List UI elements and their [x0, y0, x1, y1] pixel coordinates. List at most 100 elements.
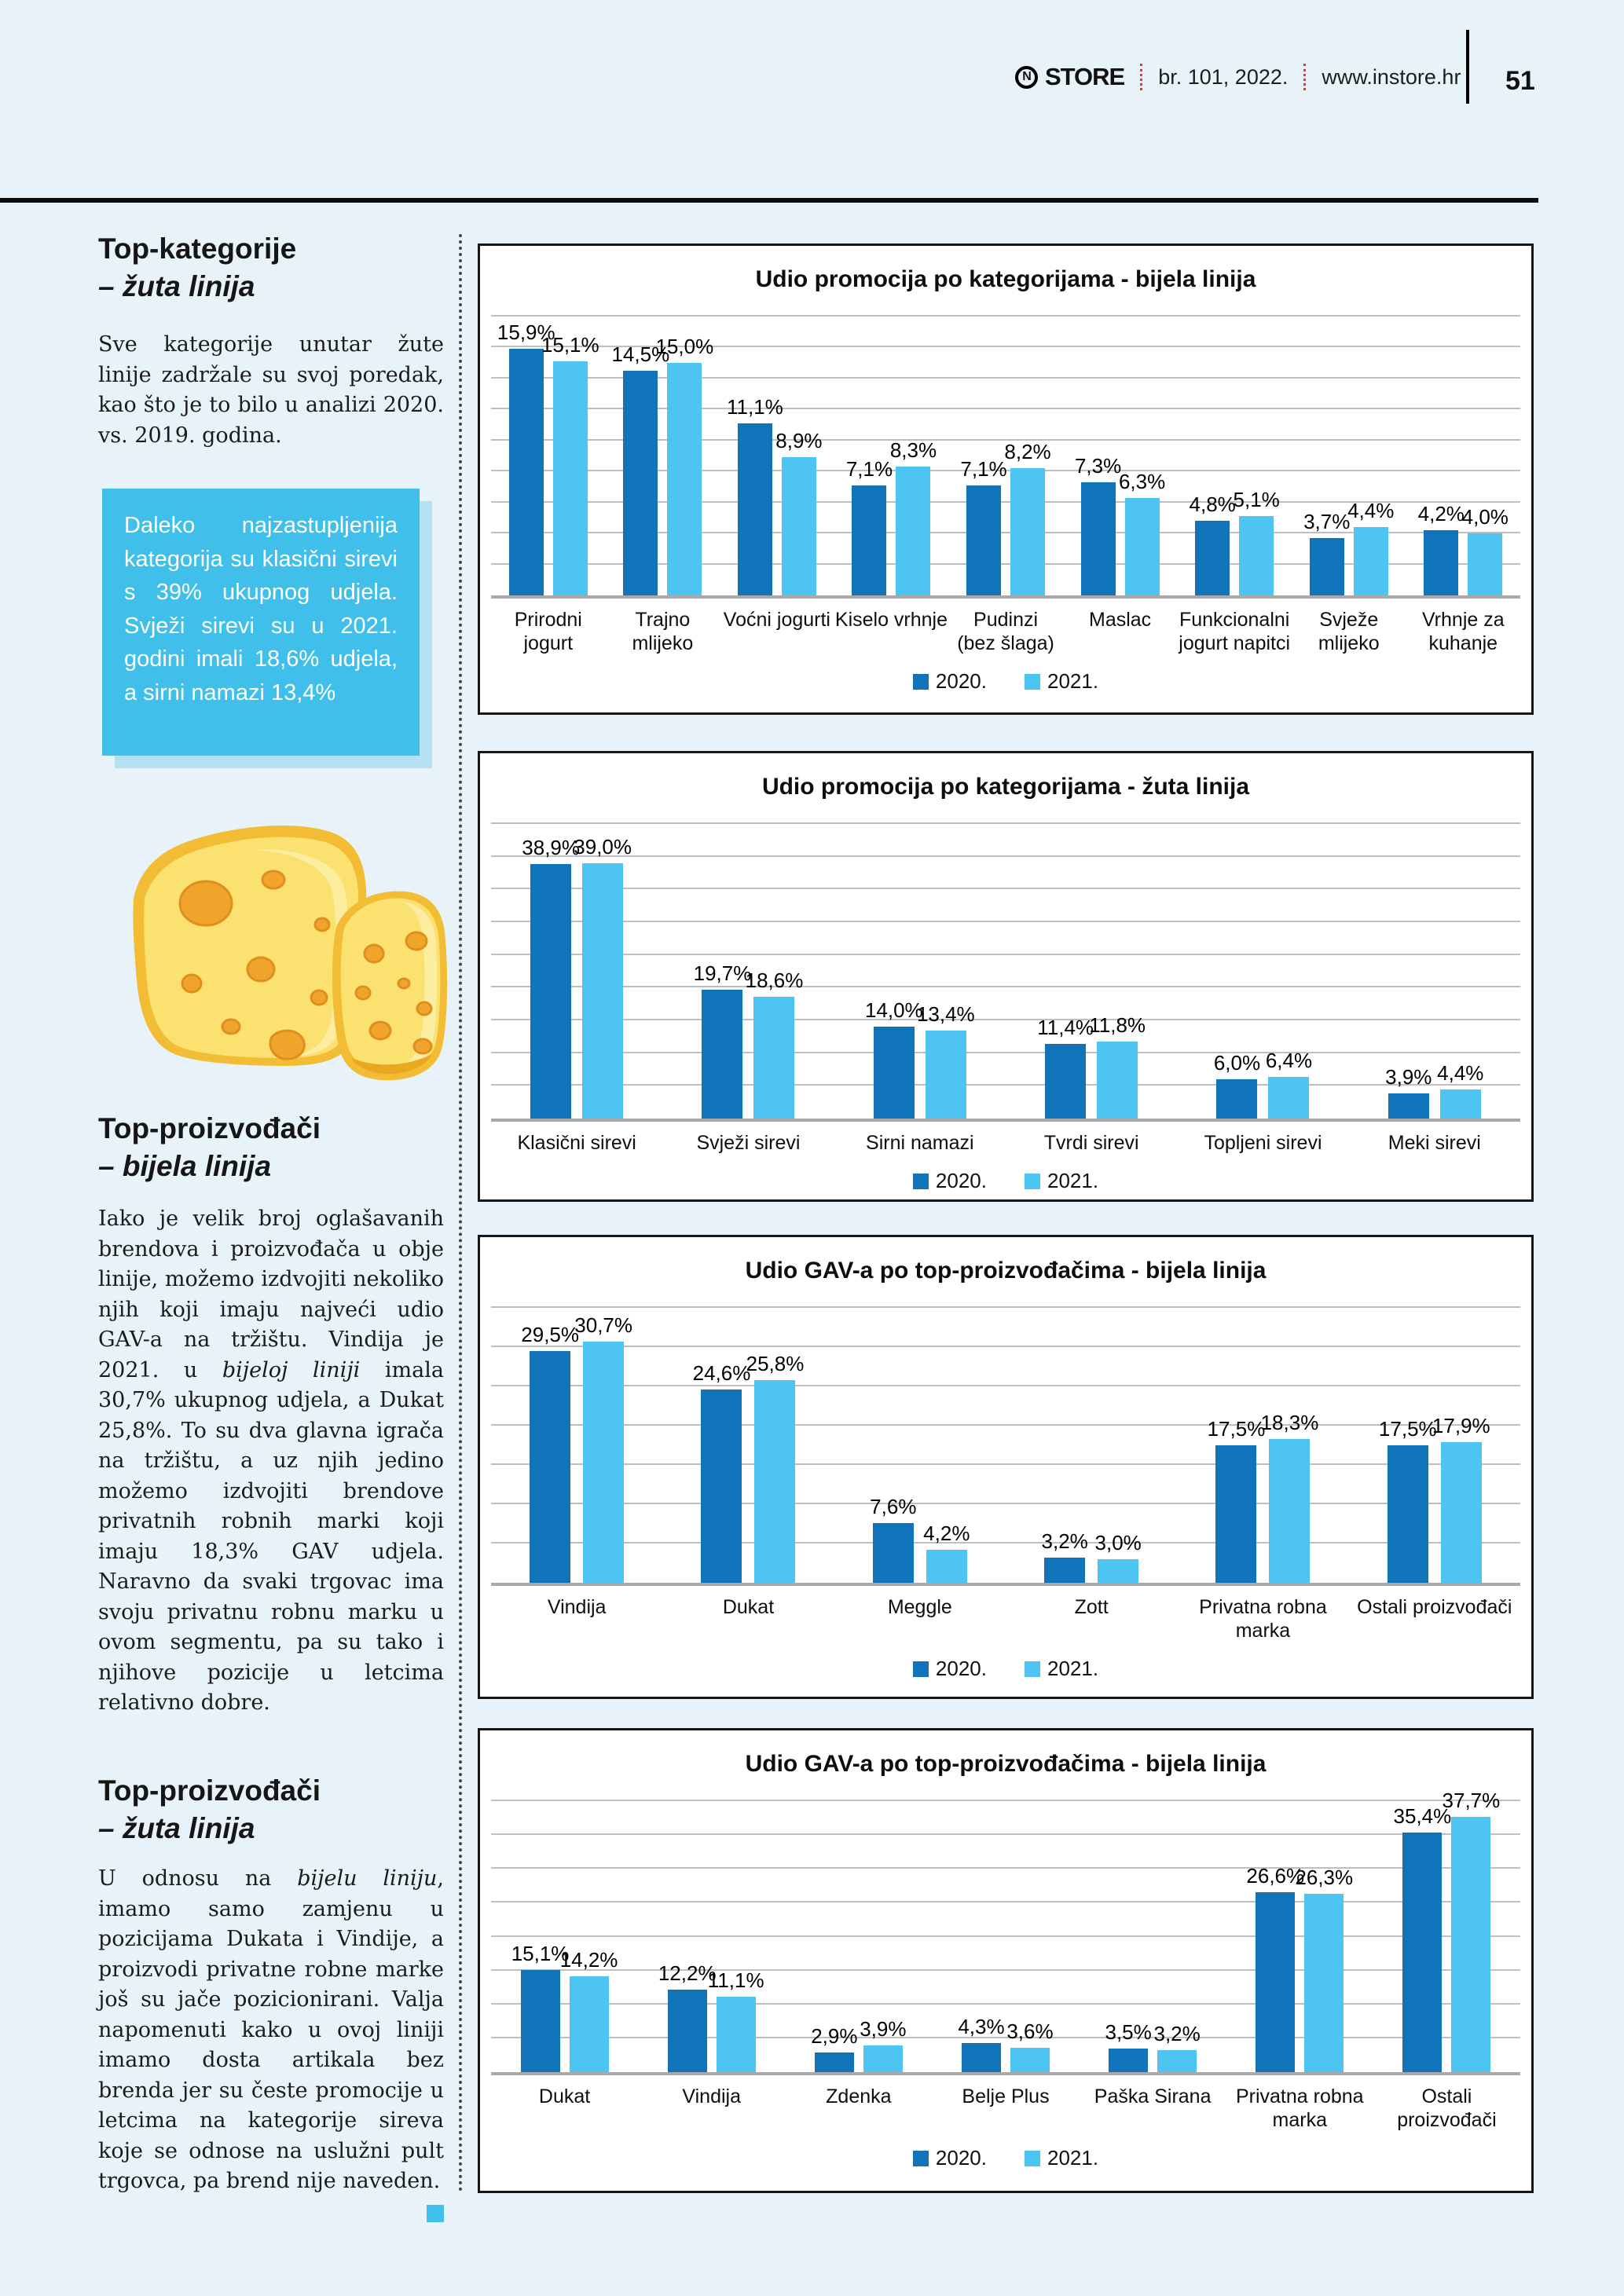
bar-value-label: 39,0%: [574, 835, 632, 859]
category-label-line: Dukat: [722, 1596, 775, 1618]
paragraph-run: imala 30,7% ukupnog udjela, a Dukat 25,8…: [98, 1357, 444, 1716]
bar-value-label: 7,1%: [960, 456, 1007, 481]
bar-value-label: 29,5%: [521, 1323, 580, 1346]
bar-2020: 12,2%: [658, 1961, 717, 2072]
bar-group: 3,7% 4,4%: [1292, 317, 1406, 595]
section1-paragraph: Sve kategorije unutar žute linije zadrža…: [98, 332, 444, 448]
gridline: [491, 1463, 1520, 1465]
bar-value-label: 14,2%: [559, 1947, 618, 1972]
bar-value-label: 17,9%: [1432, 1414, 1490, 1437]
bar-value-label: 4,4%: [1347, 499, 1395, 523]
legend-label: 2021.: [1047, 1169, 1099, 1192]
bar-value-label: 8,2%: [1004, 440, 1051, 464]
chart-title: Udio GAV-a po top-proizvođačima - bijela…: [745, 1258, 1267, 1283]
category-label: Trajno mlijeko: [606, 608, 720, 655]
gridline: [491, 470, 1520, 472]
gridline: [491, 1424, 1520, 1426]
section2-paragraph: Iako je velik broj oglašavanih brendova …: [98, 1204, 444, 1719]
category-label: Dukat: [491, 2085, 638, 2132]
cheese-illustration: [86, 787, 448, 1095]
chart-legend: 2020. 2021.: [480, 1657, 1531, 1681]
bar-group: 14,0% 13,4%: [834, 824, 1006, 1119]
bar-group: 3,9% 4,4%: [1349, 824, 1520, 1119]
category-label: Prirodni jogurt: [491, 608, 606, 655]
callout-box: Daleko najzastupljenija kategorija su kl…: [102, 489, 420, 756]
chart-plot-area: 15,1% 14,2% 12,2% 11,1% 2,9% 3,9% 4,3% 3,6% 3,5%…: [491, 1789, 1520, 2075]
bar-2020: 15,1%: [511, 1942, 569, 2072]
bar-2020: 11,4%: [1037, 1016, 1094, 1119]
gridline: [491, 376, 1520, 379]
legend-label: 2020.: [935, 2146, 987, 2170]
bar-groups: 29,5% 30,7% 24,6% 25,8% 7,6% 4,2% 3,2% 3,0% 17,5…: [491, 1308, 1520, 1583]
paragraph-run: Iako je velik broj oglašavanih brendova …: [98, 1207, 444, 1382]
bar-2021: 5,1%: [1234, 488, 1280, 595]
category-label: Kiselo vrhnje: [834, 608, 949, 655]
category-labels-row: Prirodni jogurt Trajno mlijeko Voćni jogurti…: [491, 608, 1520, 655]
category-label-line: Sirni namazi: [866, 1132, 974, 1154]
category-label: Vindija: [491, 1595, 662, 1642]
bar-group: 2,9% 3,9%: [785, 1801, 932, 2072]
category-label-line: Funkcionalni: [1179, 609, 1290, 631]
bar-2020: 4,2%: [1418, 502, 1465, 595]
bar-2020: 11,1%: [727, 395, 783, 595]
article-end-mark: [427, 2204, 444, 2222]
category-label: Privatna robna marka: [1226, 2085, 1373, 2132]
bar-groups: 15,1% 14,2% 12,2% 11,1% 2,9% 3,9% 4,3% 3,6% 3,5%…: [491, 1789, 1520, 2072]
category-label-line: Voćni jogurti: [723, 609, 830, 631]
page-number: 51: [1505, 66, 1535, 96]
bar-value-label: 15,1%: [541, 333, 599, 357]
category-label-line: marka: [1272, 2109, 1327, 2131]
legend-label: 2020.: [935, 1657, 987, 1680]
section2-subtitle: – bijela linija: [98, 1150, 272, 1183]
category-label: Vindija: [638, 2085, 785, 2132]
bar-group: 7,3% 6,3%: [1063, 317, 1178, 595]
chart-legend: 2020. 2021.: [480, 1169, 1531, 1193]
bar-2021: 15,0%: [655, 335, 713, 595]
legend-swatch-2021: [1025, 673, 1040, 690]
chart-legend: 2020. 2021.: [480, 669, 1531, 694]
chart-plot-area: 15,9% 15,1% 14,5% 15,0% 11,1% 8,9% 7,1% 8,3% 7,1…: [491, 315, 1520, 599]
gridline: [491, 315, 1520, 317]
legend-label: 2021.: [1047, 2146, 1099, 2170]
bar-value-label: 2,9%: [811, 2024, 858, 2048]
bar-2021: 4,2%: [923, 1522, 970, 1583]
gridline: [491, 1306, 1520, 1308]
bar-group: 29,5% 30,7%: [491, 1308, 662, 1583]
category-label: Vrhnje za kuhanje: [1406, 608, 1521, 655]
bar-2021: 8,2%: [1004, 440, 1051, 595]
gridline: [491, 1084, 1520, 1086]
category-label: Meggle: [834, 1595, 1006, 1642]
bar-value-label: 6,4%: [1265, 1048, 1313, 1072]
bar-2021: 26,3%: [1295, 1866, 1353, 2072]
bar-value-label: 15,1%: [511, 1941, 570, 1965]
bar-2020: 14,5%: [611, 342, 669, 595]
issue-number: br. 101, 2022.: [1158, 64, 1289, 89]
page-header: N STORE br. 101, 2022. www.instore.hr: [1015, 63, 1461, 91]
bar-2021: 4,4%: [1347, 499, 1394, 595]
gridline: [491, 1800, 1520, 1801]
bar-group: 35,4% 37,7%: [1373, 1789, 1520, 2072]
chart-gav-bijela-linija: Udio GAV-a po top-proizvođačima - bijela…: [478, 1235, 1534, 1699]
bar-value-label: 17,5%: [1378, 1417, 1437, 1441]
legend-item: 2020.: [912, 1657, 987, 1681]
bar-value-label: 11,8%: [1089, 1013, 1146, 1037]
chart-title: Udio GAV-a po top-proizvođačima - bijela…: [745, 1751, 1267, 1777]
gridline: [491, 1019, 1520, 1020]
instore-logo: N STORE: [1015, 63, 1125, 91]
bar-value-label: 15,9%: [497, 320, 555, 345]
bar-value-label: 14,0%: [864, 998, 923, 1023]
bar-value-label: 5,1%: [1233, 488, 1280, 512]
legend-item: 2021.: [1025, 2146, 1098, 2170]
bar-2020: 7,6%: [870, 1495, 916, 1583]
bar-2020: 38,9%: [522, 836, 580, 1119]
bar-value-label: 8,9%: [775, 429, 823, 453]
gridline: [491, 822, 1520, 824]
bar-group: 3,2% 3,0%: [1006, 1308, 1177, 1583]
category-label: Funkcionalni jogurt napitci: [1177, 608, 1292, 655]
bar-2021: 18,6%: [746, 969, 803, 1119]
header-horizontal-rule: [0, 198, 1538, 203]
category-label-line: Paška Sirana: [1094, 2085, 1212, 2107]
category-label-line: Zott: [1074, 1596, 1109, 1618]
section2-title: Top-proizvođači: [98, 1112, 321, 1144]
bar-value-label: 3,0%: [1094, 1531, 1142, 1554]
